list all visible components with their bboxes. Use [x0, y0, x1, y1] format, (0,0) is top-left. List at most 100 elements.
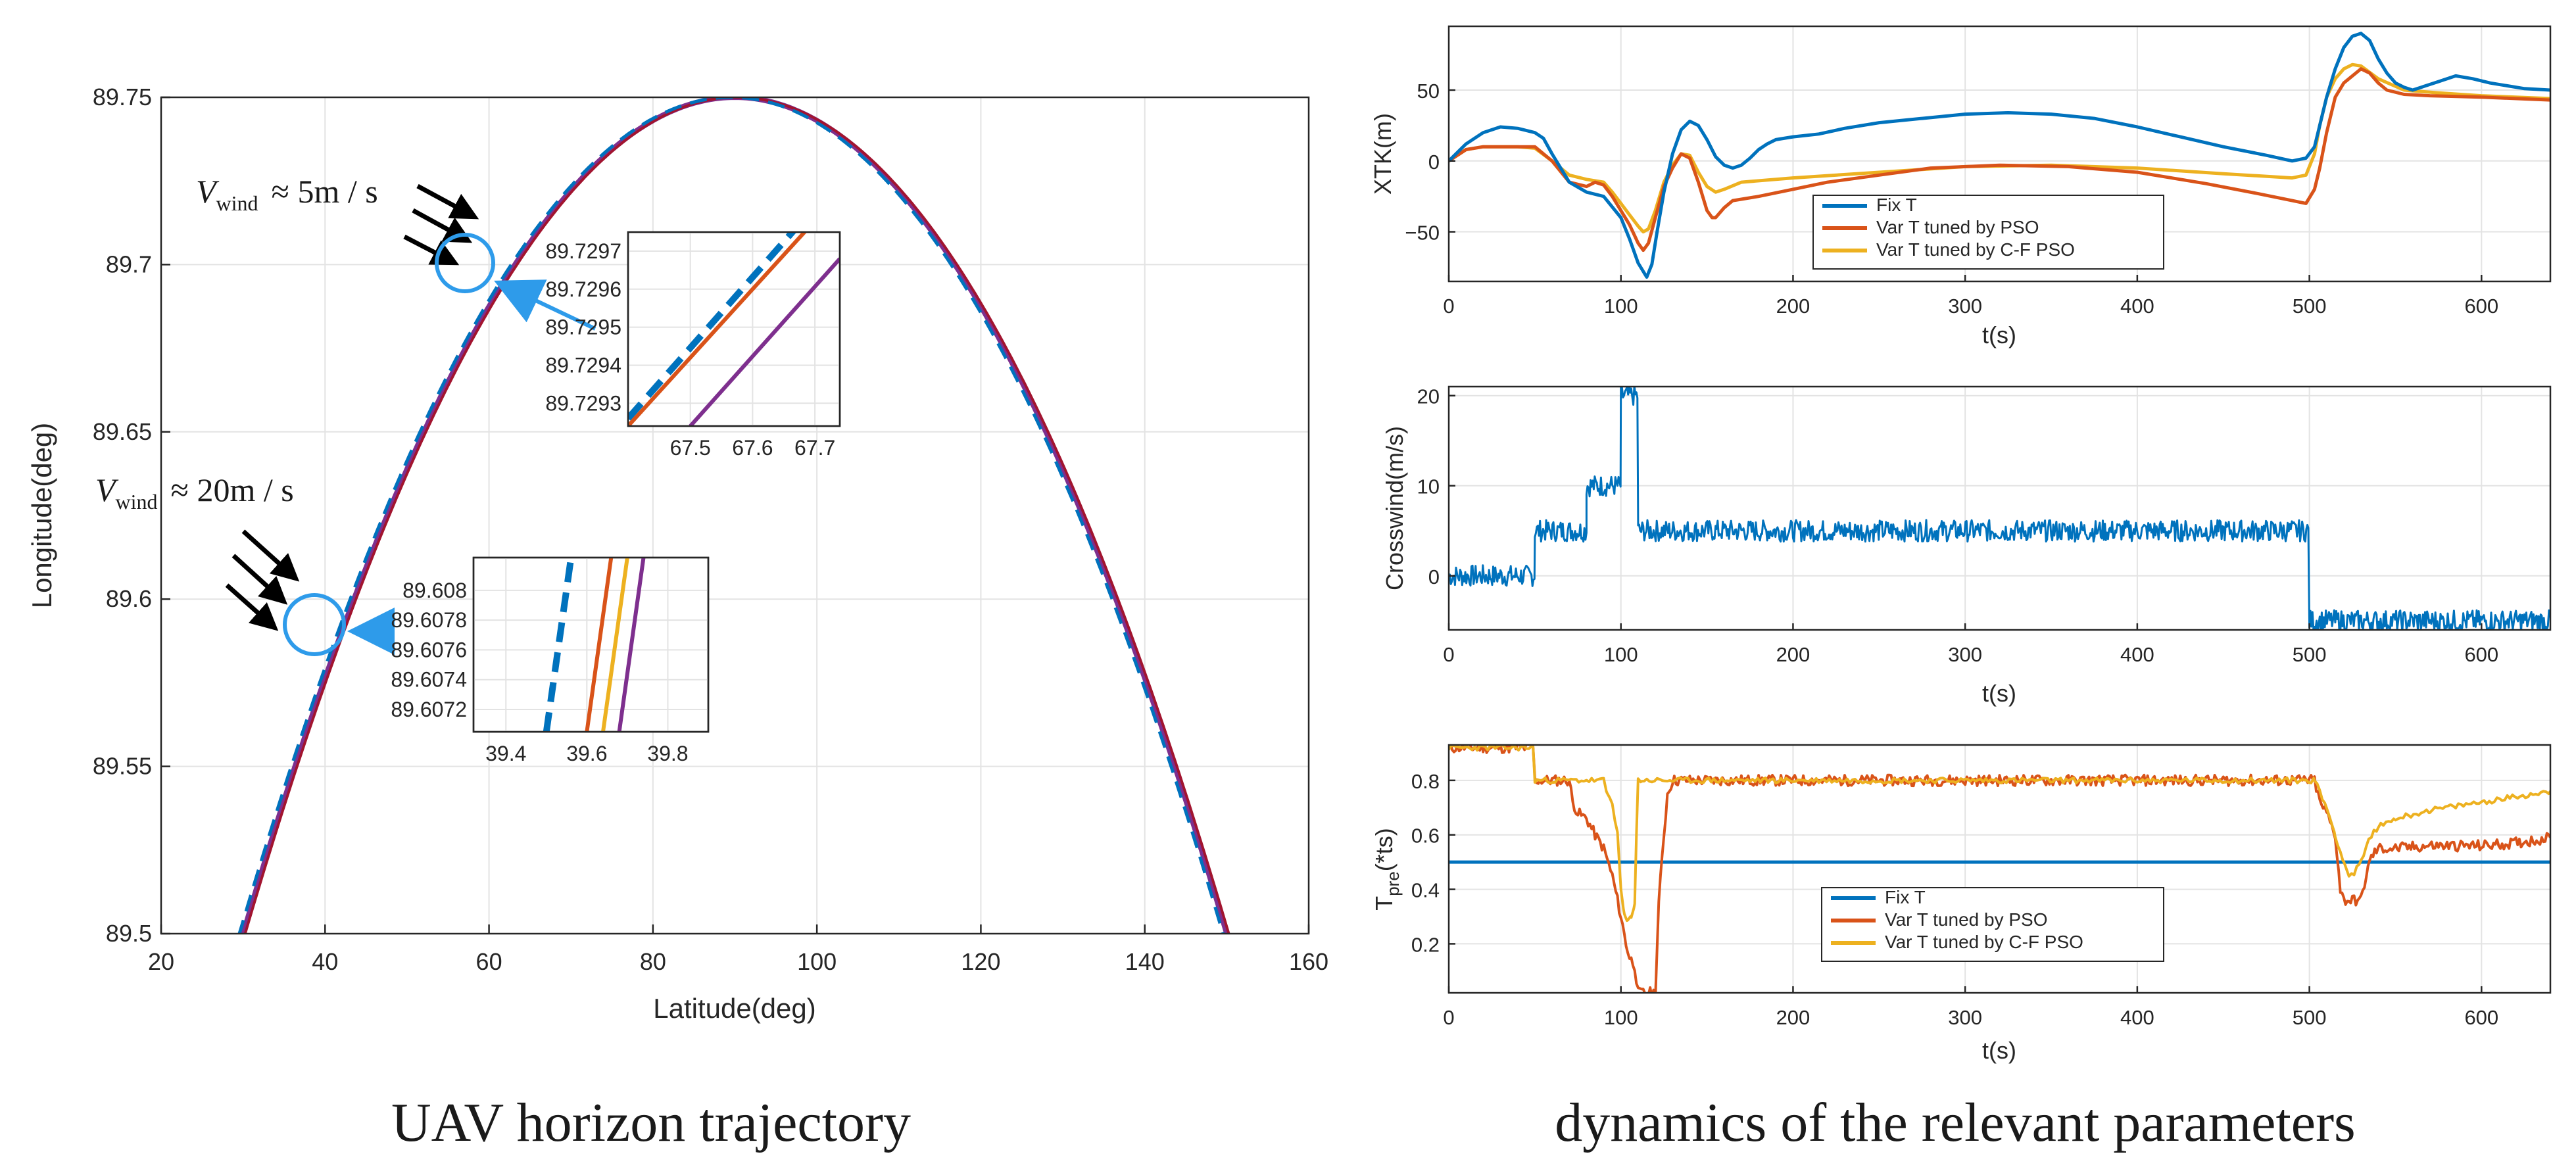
inset-y-tick-label: 89.6076 [391, 638, 467, 661]
legend-box [1812, 195, 2164, 270]
trajectory-axes-box [160, 96, 1310, 935]
legend-box [1821, 887, 2164, 962]
inset-y-tick-label: 89.608 [402, 579, 467, 602]
inset-frame-outline [627, 231, 841, 427]
xtk-axes-box [1447, 25, 2552, 283]
x-tick-label: 200 [1776, 643, 1810, 666]
x-tick-label: 400 [2120, 1006, 2154, 1029]
tpre-y-label: Tpre(*ts) [1371, 828, 1403, 911]
x-tick-label: 120 [961, 948, 1000, 975]
trajectory-line-reference [237, 97, 1225, 934]
crosswind-tick-labels: 0 100 200 300 400 500 600 0 10 20 [1417, 385, 2499, 666]
x-tick-label: 0 [1443, 295, 1454, 318]
legend-entry: Fix T [1876, 195, 1917, 215]
trajectory-x-label: Latitude(deg) [653, 993, 816, 1024]
x-tick-label: 600 [2464, 643, 2498, 666]
x-tick-label: 600 [2464, 1006, 2498, 1029]
inset-line [689, 257, 840, 426]
y-tick-label: 50 [1417, 80, 1440, 103]
inset-y-tick-label: 89.6072 [391, 698, 467, 721]
inset-y-tick-label: 89.7296 [545, 277, 621, 301]
inset-line [628, 232, 808, 426]
x-tick-label: 20 [148, 948, 174, 975]
zoom-inset-lower: 39.4 39.6 39.8 89.6072 89.6074 89.6076 89.6078… [391, 556, 710, 765]
x-tick-label: 400 [2120, 295, 2154, 318]
inset-x-tick-label: 67.7 [794, 436, 835, 460]
x-tick-label: 160 [1289, 948, 1328, 975]
inset-frame [627, 231, 841, 427]
trajectory-line-purple [240, 97, 1230, 934]
crosswind-x-label: t(s) [1982, 680, 2016, 707]
wind-annotation-5: Vwind ≈ 5m / s [196, 173, 596, 331]
inset-line [600, 558, 629, 732]
inset-line [628, 232, 797, 421]
wind-annotation-20: Vwind ≈ 20m / s [95, 471, 395, 656]
y-tick-label: 89.65 [93, 418, 152, 445]
y-tick-label: 89.7 [106, 251, 152, 277]
xtk-tick-labels: 0 100 200 300 400 500 600 −50 0 50 [1405, 80, 2498, 318]
y-tick-label: 10 [1417, 475, 1440, 498]
caption-right: dynamics of the relevant parameters [1555, 1092, 2355, 1153]
legend-entry: Var T tuned by C-F PSO [1885, 932, 2083, 952]
x-tick-label: 300 [1948, 295, 1982, 318]
y-tick-label: 89.55 [93, 753, 152, 780]
xtk-chart: 0 100 200 300 400 500 600 −50 0 50 t(s) XTK(m) Fi… [1369, 25, 2552, 348]
trajectory-plot-area [161, 97, 1309, 934]
inset-x-tick-label: 39.6 [566, 742, 607, 765]
x-tick-label: 100 [1604, 643, 1638, 666]
inset-y-tick-label: 89.7297 [545, 239, 621, 263]
crosswind-grid [1448, 387, 2550, 630]
inset-x-tick-label: 39.8 [647, 742, 688, 765]
x-tick-label: 80 [640, 948, 666, 975]
inset-x-tick-label: 39.4 [485, 742, 526, 765]
inset-y-tick-label: 89.6078 [391, 608, 467, 632]
inset-x-tick-label: 67.5 [670, 436, 711, 460]
trajectory-chart: 20 40 60 80 100 120 140 160 89.5 89.55 89.6 89.65 89… [26, 84, 1328, 1024]
xtk-series-group [1449, 32, 2550, 279]
x-tick-label: 100 [797, 948, 837, 975]
tpre-line-cfpso [1449, 745, 2550, 922]
inset-grid [474, 558, 708, 732]
legend-entry: Var T tuned by C-F PSO [1876, 239, 2075, 260]
inset-frame-outline [472, 556, 710, 733]
trajectory-tick-labels: 20 40 60 80 100 120 140 160 89.5 89.55 89.6 89.65 89… [93, 84, 1328, 975]
inset-y-tick-label: 89.7295 [545, 316, 621, 339]
inset-grid [628, 232, 840, 426]
xtk-y-label: XTK(m) [1369, 113, 1396, 195]
wind-arrow-20-b [231, 554, 288, 605]
caption-left: UAV horizon trajectory [391, 1092, 911, 1153]
x-tick-label: 500 [2293, 295, 2327, 318]
tpre-axes-box [1447, 744, 2552, 994]
inset-series [628, 232, 840, 426]
trajectory-y-label: Longitude(deg) [26, 423, 57, 609]
xtk-x-label: t(s) [1982, 322, 2016, 348]
y-tick-label: 89.5 [106, 920, 152, 947]
y-tick-label: 89.75 [93, 84, 152, 110]
x-tick-label: 40 [312, 948, 338, 975]
wind-arrow-20-c [225, 583, 279, 631]
zoom-circle-upper [435, 233, 495, 293]
y-tick-label: 0.8 [1411, 770, 1440, 793]
inset-y-tick-label: 89.7293 [545, 391, 621, 415]
tpre-line-pso [1449, 745, 2550, 993]
x-tick-label: 0 [1443, 1006, 1454, 1029]
x-tick-label: 400 [2120, 643, 2154, 666]
wind-symbol-5: Vwind ≈ 5m / s [196, 173, 378, 215]
inset-y-tick-label: 89.6074 [391, 668, 467, 692]
crosswind-y-label: Crosswind(m/s) [1381, 426, 1408, 590]
inset-y-tick-label: 89.7294 [545, 353, 621, 377]
y-tick-label: 0.2 [1411, 933, 1440, 956]
zoom-inset-upper: 67.5 67.6 67.7 89.7293 89.7294 89.7295 89.7296… [545, 231, 841, 460]
y-tick-label: 0.6 [1411, 825, 1440, 848]
x-tick-label: 140 [1125, 948, 1165, 975]
x-tick-label: 100 [1604, 295, 1638, 318]
xtk-line-fix-t [1449, 32, 2550, 279]
y-tick-label: −50 [1405, 222, 1440, 245]
x-tick-label: 200 [1776, 295, 1810, 318]
legend-entry: Var T tuned by PSO [1876, 217, 2039, 237]
wind-symbol-20: Vwind ≈ 20m / s [95, 471, 294, 514]
trajectory-line-tracked [243, 97, 1230, 934]
legend-entry: Var T tuned by PSO [1885, 909, 2047, 930]
